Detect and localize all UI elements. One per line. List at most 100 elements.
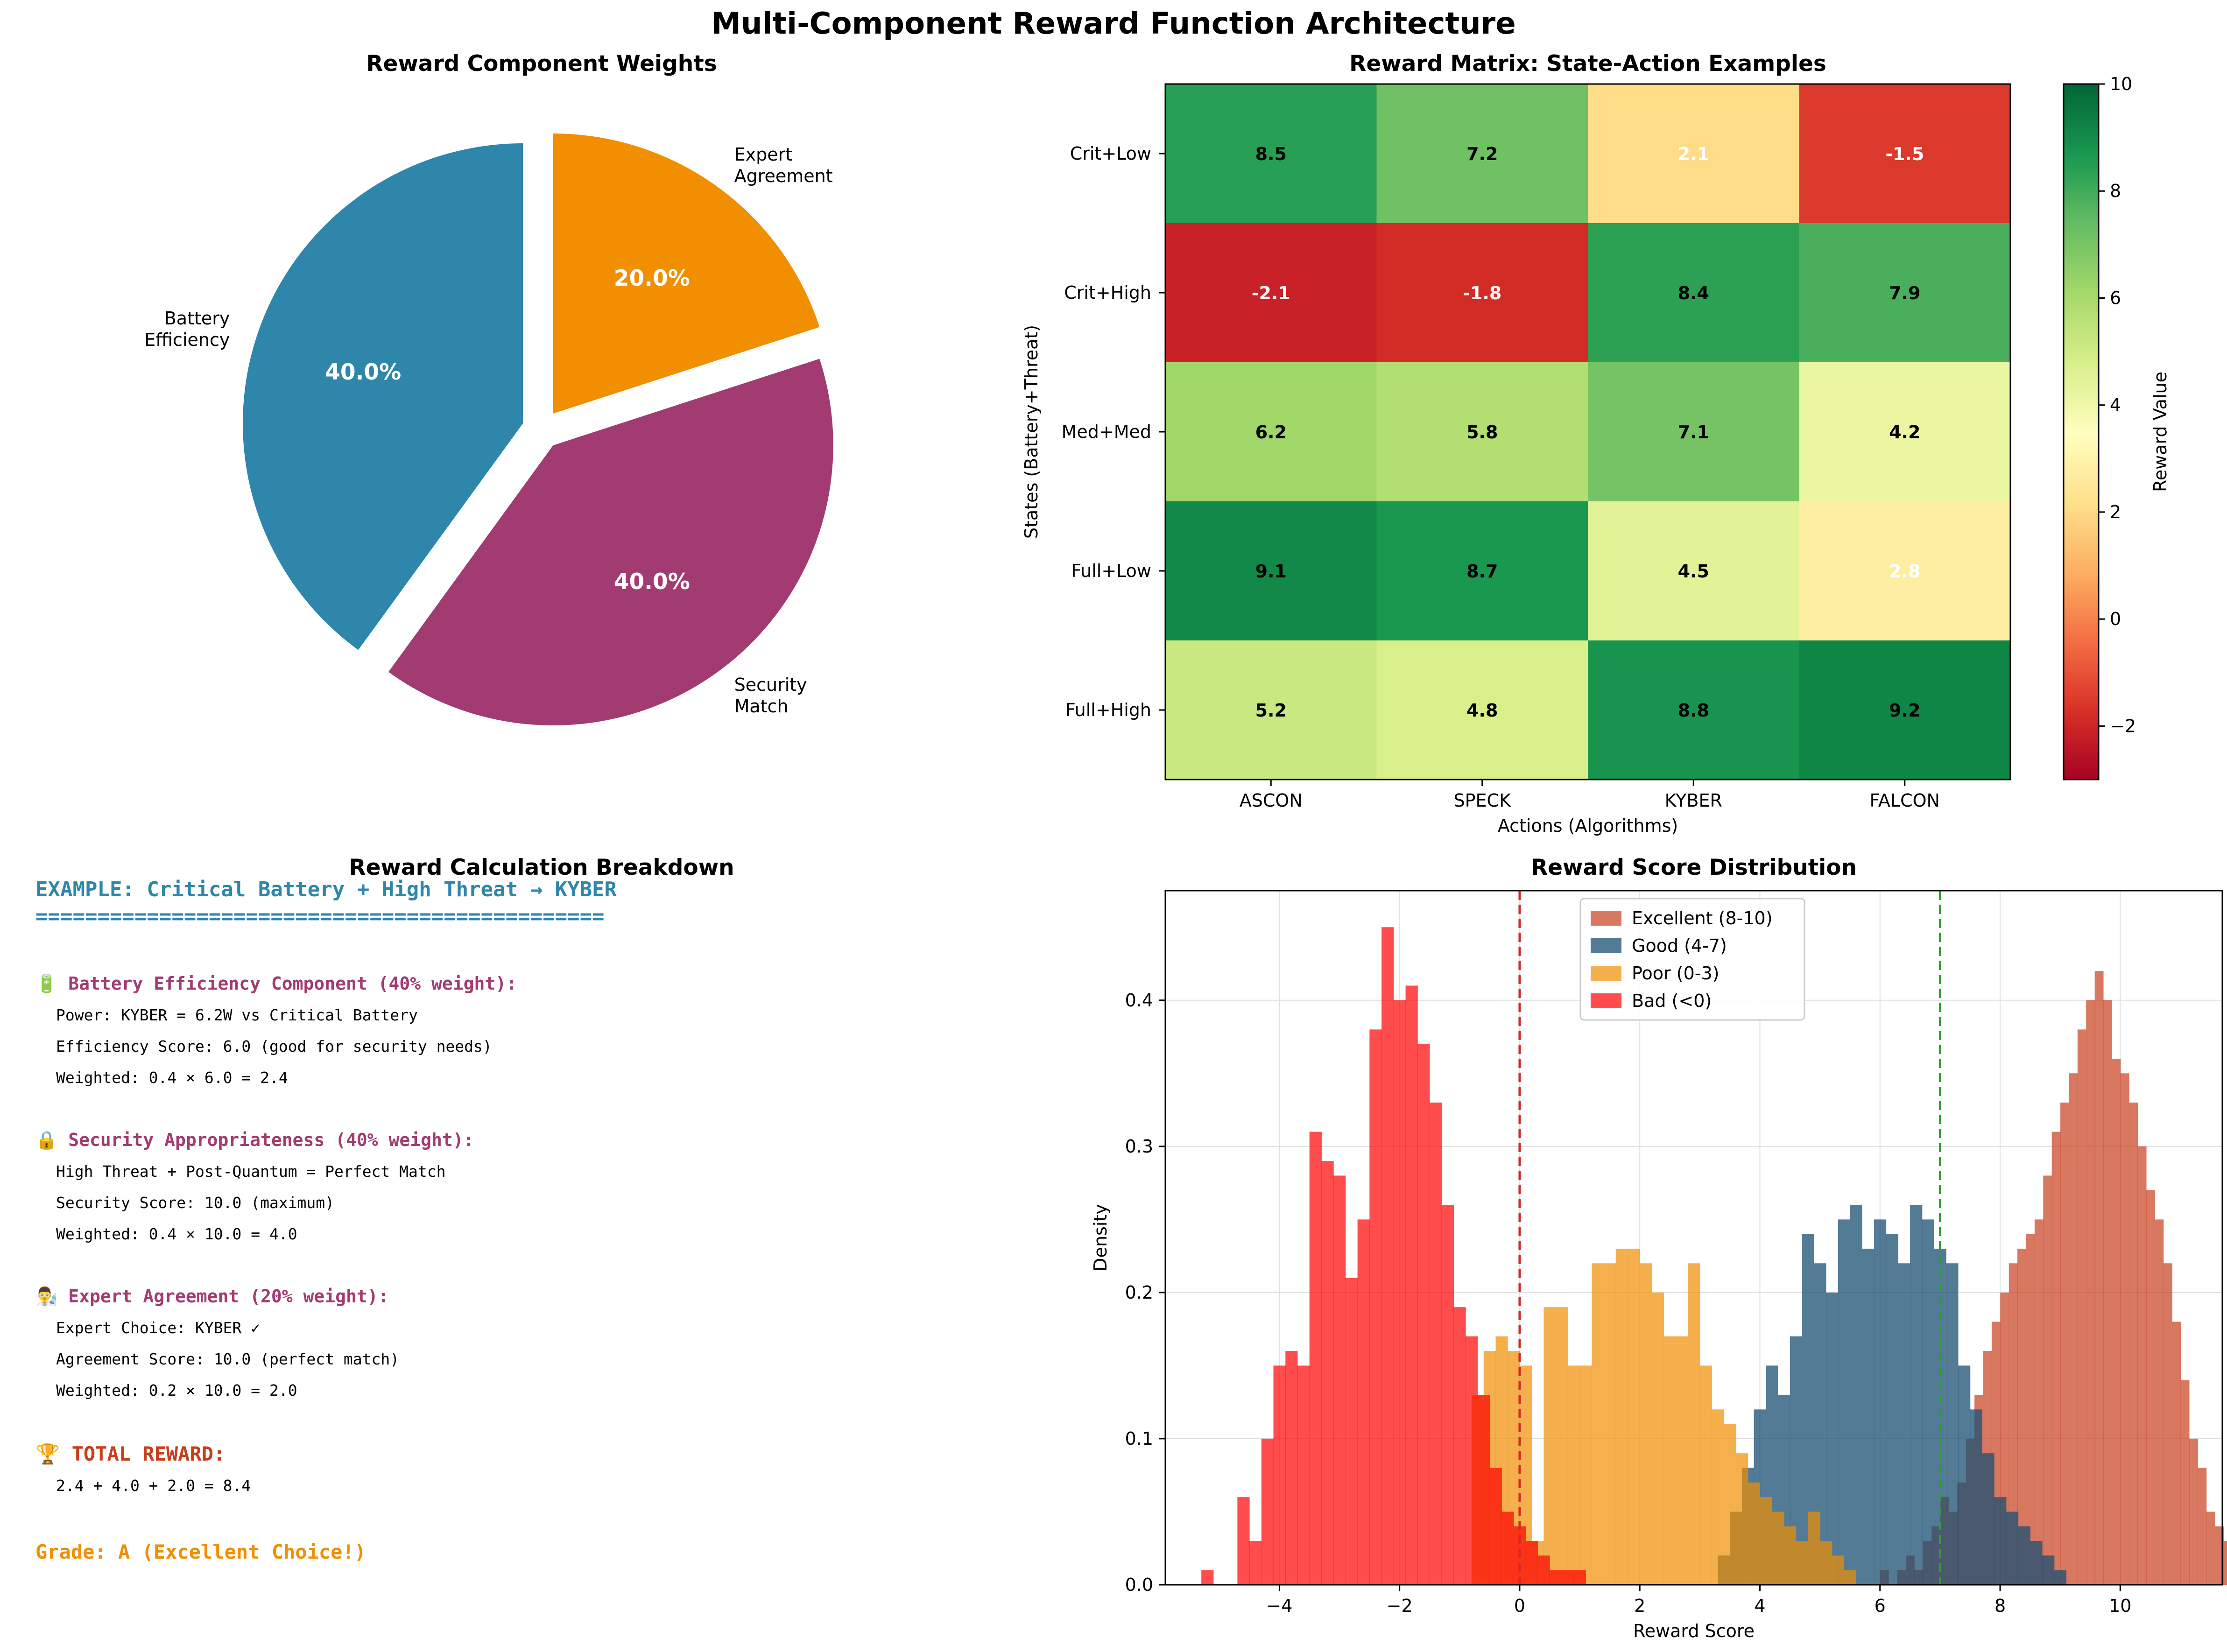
colorbar-segment <box>2064 741 2099 745</box>
colorbar-segment <box>2064 692 2099 697</box>
histogram-bar <box>1820 1541 1832 1585</box>
colorbar-segment <box>2064 330 2099 335</box>
histogram-bar <box>1579 1365 1592 1585</box>
histogram-bar <box>1430 1102 1442 1585</box>
colorbar-segment <box>2064 574 2099 578</box>
pie-slice-label-line: Match <box>734 696 789 717</box>
histogram-bar <box>1466 1336 1478 1585</box>
colorbar-segment <box>2064 581 2099 585</box>
histogram-bar <box>1838 1219 1850 1585</box>
histogram-bar <box>2086 1000 2095 1585</box>
histogram-bar <box>2137 1146 2147 1585</box>
legend-label: Excellent (8-10) <box>1632 908 1773 928</box>
histogram-bar <box>2009 1263 2018 1585</box>
pie-percent-label: 40.0% <box>614 569 690 595</box>
colorbar-segment <box>2064 387 2099 391</box>
colorbar-segment <box>2064 327 2099 331</box>
colorbar-segment <box>2064 251 2099 255</box>
histogram-bar <box>1556 1307 1568 1585</box>
expert-line: Expert Choice: KYBER ✓ <box>56 1319 261 1337</box>
heatmap-value-label: -2.1 <box>1252 283 1290 303</box>
security-line: Security Score: 10.0 (maximum) <box>56 1194 335 1212</box>
histogram-bar <box>1333 1175 1346 1585</box>
histogram-bar <box>1393 1000 1406 1585</box>
colorbar-segment <box>2064 689 2099 693</box>
histogram-bar <box>2026 1234 2035 1585</box>
pie-slice-label: Security Match <box>734 675 807 717</box>
colorbar-segment <box>2064 337 2099 342</box>
histogram-bar <box>1808 1511 1820 1585</box>
pie-slice <box>243 143 523 650</box>
colorbar-segment <box>2064 477 2099 481</box>
colorbar-segment <box>2064 727 2099 731</box>
colorbar-segment <box>2064 595 2099 599</box>
pie-chart: Reward Component Weights 40.0% Battery Effi… <box>144 51 833 725</box>
colorbar-segment <box>2064 519 2099 523</box>
colorbar-segment <box>2064 362 2099 366</box>
colorbar-segment <box>2064 526 2099 530</box>
heatmap-cell <box>1799 501 2011 641</box>
colorbar-segment <box>2064 550 2099 554</box>
histogram-bar <box>1772 1511 1784 1585</box>
colorbar-tick-label: 0 <box>2110 609 2121 629</box>
colorbar-segment <box>2064 174 2099 179</box>
colorbar-segment <box>2064 133 2099 137</box>
colorbar-segment <box>2064 414 2099 419</box>
histogram-bar <box>1844 1570 1856 1585</box>
histogram-bar <box>1261 1438 1274 1585</box>
histogram-bar <box>1886 1234 1898 1585</box>
hist-x-tick-label: 8 <box>1994 1596 2006 1616</box>
colorbar-segment <box>2064 122 2099 127</box>
colorbar-segment <box>2064 209 2099 213</box>
heatmap-value-label: 2.1 <box>1678 144 1709 164</box>
colorbar-segment <box>2064 449 2099 453</box>
breakdown-example: EXAMPLE: Critical Battery + High Threat … <box>35 878 617 901</box>
histogram-bar <box>1783 1526 1797 1585</box>
pie-slice-label-line: Security <box>734 675 807 695</box>
histogram-bar <box>1832 1555 1845 1585</box>
histogram-bar <box>2180 1380 2190 1585</box>
histogram-bar <box>1501 1511 1514 1585</box>
colorbar-segment <box>2064 463 2099 467</box>
histogram-bar <box>1489 1468 1502 1585</box>
histogram-bar <box>2030 1541 2043 1585</box>
colorbar-segment <box>2064 456 2099 460</box>
hist-x-tick-label: −2 <box>1387 1596 1413 1616</box>
histogram-bar <box>1592 1263 1604 1585</box>
colorbar-segment <box>2064 543 2099 547</box>
colorbar-segment <box>2064 539 2099 544</box>
heatmap-cell <box>1376 640 1588 780</box>
colorbar-segment <box>2064 101 2099 105</box>
histogram-bar <box>2103 1000 2112 1585</box>
histogram-bar <box>1628 1248 1640 1585</box>
legend-swatch <box>1591 993 1621 1008</box>
expert-line: Weighted: 0.2 × 10.0 = 2.0 <box>56 1381 297 1399</box>
heatmap-cell <box>1588 362 1799 502</box>
histogram-bar <box>1640 1263 1652 1585</box>
histogram-bar <box>1357 1219 1370 1585</box>
colorbar-tick-label: 10 <box>2110 74 2132 94</box>
colorbar-segment <box>2064 185 2099 189</box>
legend-label: Good (4-7) <box>1632 935 1727 956</box>
hist-x-tick-label: 10 <box>2109 1596 2131 1616</box>
colorbar-segment <box>2064 167 2099 172</box>
heatmap-cell <box>1588 501 1799 641</box>
histogram-bar <box>1748 1482 1760 1585</box>
histogram-bar <box>1874 1219 1887 1585</box>
histogram-bar <box>1525 1541 1538 1585</box>
colorbar-segment <box>2064 745 2099 749</box>
colorbar-segment <box>2064 105 2099 109</box>
colorbar-segment <box>2064 651 2099 655</box>
histogram-bar <box>1201 1570 1214 1585</box>
legend-label: Poor (0-3) <box>1632 963 1719 984</box>
colorbar-segment <box>2064 498 2099 502</box>
colorbar-segment <box>2064 473 2099 478</box>
colorbar-segment <box>2064 376 2099 380</box>
colorbar-segment <box>2064 515 2099 520</box>
colorbar-segment <box>2064 178 2099 182</box>
histogram-bar <box>1862 1248 1875 1585</box>
colorbar-segment <box>2064 94 2099 98</box>
colorbar-segment <box>2064 91 2099 95</box>
colorbar-segment <box>2064 421 2099 426</box>
hist-y-axis-label: Density <box>1090 1204 1111 1271</box>
